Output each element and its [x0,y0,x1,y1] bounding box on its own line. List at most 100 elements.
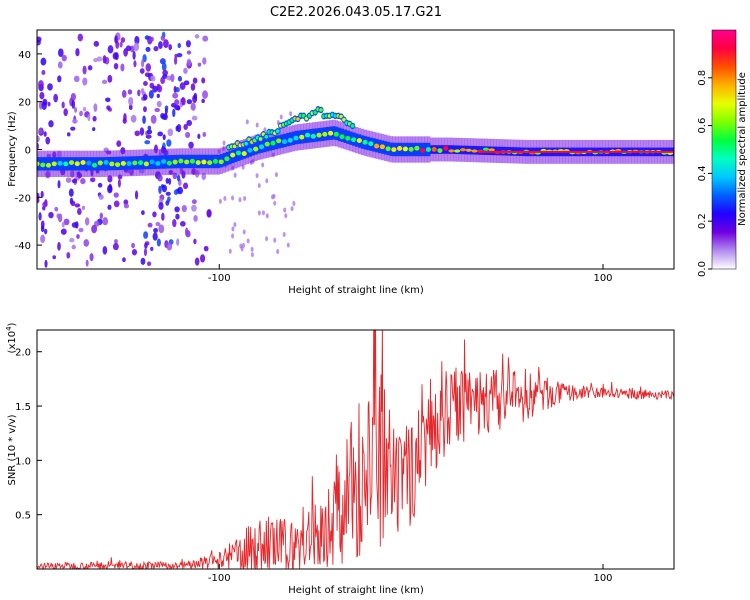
noise-speckle [162,134,166,141]
ridge-blob [448,149,455,153]
noise-speckle [156,84,163,93]
ridge-band [142,155,146,170]
noise-speckle [78,227,84,233]
noise-speckle [113,192,119,198]
noise-speckle [144,72,151,78]
ridge-band [153,155,157,169]
ridge-blob [356,138,362,143]
noise-speckle [143,231,149,239]
ridge-band [453,145,457,154]
noise-speckle [38,212,42,221]
noise-speckle [92,115,97,122]
noise-speckle [37,135,40,143]
ridge-band [44,157,48,171]
branch-blob [275,129,280,133]
ridge-band [78,157,83,171]
noise-speckle [56,213,60,219]
noise-speckle [193,215,198,222]
noise-speckle [82,106,87,112]
ridge-band [176,154,180,169]
noise-speckle [176,52,183,58]
noise-speckle [231,226,235,232]
noise-speckle [128,96,134,106]
noise-speckle [123,203,130,209]
ridge-band [447,145,451,154]
branch-blob [296,117,300,121]
snr-frame [36,329,675,570]
ridge-blob [327,130,334,136]
ridge-band [435,145,439,154]
noise-speckle [52,255,57,260]
colorbar-tick-label: 0.6 [697,118,708,134]
noise-speckle [271,194,275,200]
noise-speckle [127,89,133,95]
noise-speckle [40,190,44,198]
noise-speckle [186,99,193,105]
noise-speckle [179,221,186,227]
ridge-band [481,146,485,155]
noise-speckle [185,131,191,139]
noise-speckle [155,221,161,227]
noise-speckle [194,34,200,39]
noise-speckle [231,195,235,201]
ridge-blob [270,140,276,146]
noise-speckle [89,177,96,183]
noise-speckle [245,119,249,125]
noise-speckle [191,199,197,205]
ridge-blob [143,161,149,167]
ridge-blob [37,161,40,167]
noise-speckle [150,114,157,124]
noise-speckle [160,35,166,41]
noise-speckle [65,177,72,183]
ridge-band [147,155,152,170]
noise-speckle [40,234,46,244]
noise-speckle [102,55,107,64]
noise-speckle [265,178,269,184]
noise-speckle [158,185,162,194]
noise-speckle [193,92,197,100]
ridge-blob [339,134,345,140]
ridge-band [101,157,106,171]
noise-speckle [233,172,237,178]
noise-speckle [128,104,133,111]
noise-speckle [145,134,152,139]
noise-speckle [239,243,243,249]
noise-speckle [186,50,192,55]
noise-speckle [73,75,80,83]
noise-speckle [165,191,171,196]
noise-speckle [185,227,189,236]
noise-speckle [63,218,70,226]
noise-speckle [168,44,172,51]
noise-speckle [153,227,159,233]
ridge-blob [109,161,115,167]
noise-speckle [290,206,294,212]
noise-speckle [186,58,192,66]
noise-speckle [263,127,267,133]
noise-speckle [255,173,259,179]
noise-speckle [140,257,146,265]
snr-y-axis-label: SNR (10 * v/v) [7,414,18,485]
noise-speckle [190,102,196,111]
noise-speckle [250,246,254,252]
ridge-band [309,129,313,143]
snr-y-scale-base: (x10 [7,331,18,354]
noise-speckle [81,205,86,210]
noise-speckle [176,238,180,246]
noise-speckle [156,93,160,99]
spectrogram-y-tick-label: -40 [15,241,31,252]
ridge-blob [161,159,167,164]
noise-speckle [143,81,148,86]
noise-speckle [175,213,180,220]
noise-speckle [206,208,212,218]
ridge-band [378,139,382,154]
noise-speckle [112,242,119,251]
noise-speckle [150,75,156,82]
snr-x-axis-label: Height of straight line (km) [288,585,424,596]
noise-speckle [134,190,139,200]
ridge-blob [431,147,437,152]
ridge-blob [195,160,201,165]
ridge-band [343,129,347,143]
noise-speckle [79,110,83,117]
ridge-band [412,142,416,157]
ridge-blob [149,159,155,165]
